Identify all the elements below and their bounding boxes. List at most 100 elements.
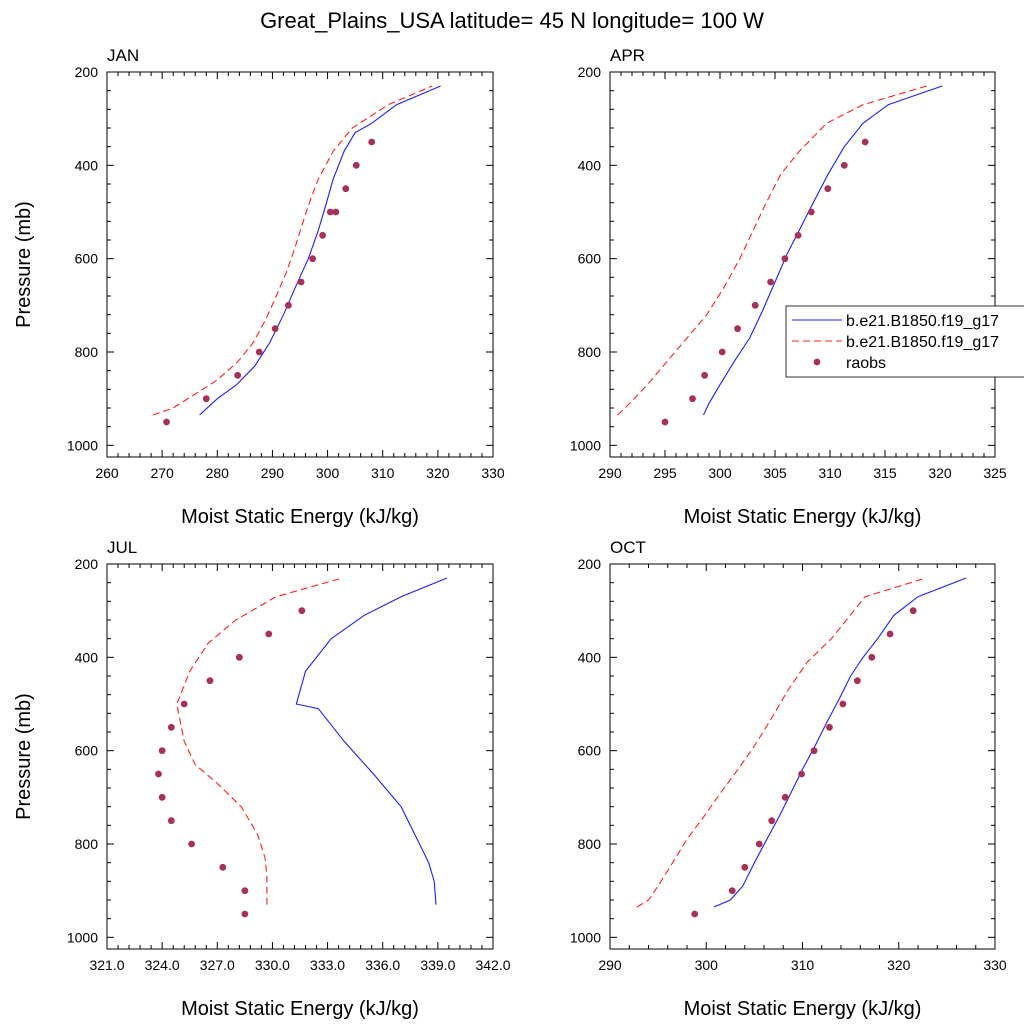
raobs-point xyxy=(824,185,832,193)
raobs-point xyxy=(158,747,166,755)
y-axis-label: Pressure (mb) xyxy=(13,693,35,820)
x-axis-label: Moist Static Energy (kJ/kg) xyxy=(181,506,419,528)
plot-frame xyxy=(106,71,494,458)
x-tick-label: 315 xyxy=(873,465,897,481)
raobs-point xyxy=(868,653,876,661)
y-tick-label: 200 xyxy=(75,556,99,572)
legend-label-dashed: b.e21.B1850.f19_g17 xyxy=(846,334,999,351)
raobs-point xyxy=(167,723,175,731)
x-tick-label: 342.0 xyxy=(475,957,510,973)
raobs-point xyxy=(689,395,696,403)
raobs-point xyxy=(241,887,249,895)
raobs-point xyxy=(309,255,317,263)
x-tick-label: 260 xyxy=(95,465,119,481)
raobs-point xyxy=(297,278,305,286)
y-tick-label: 1000 xyxy=(67,929,98,945)
panel-title: OCT xyxy=(610,538,646,557)
panel-title: APR xyxy=(610,46,645,65)
series-group xyxy=(152,85,441,426)
raobs-point xyxy=(219,863,227,871)
x-tick-label: 330 xyxy=(983,957,1007,973)
series-line-solid xyxy=(295,577,448,905)
legend-raobs-marker xyxy=(813,358,821,366)
raobs-point xyxy=(768,817,776,825)
plot-frame xyxy=(609,563,996,950)
raobs-point xyxy=(810,747,818,755)
x-axis-label: Moist Static Energy (kJ/kg) xyxy=(684,506,922,528)
y-tick-label: 1000 xyxy=(570,437,601,453)
panel-jan: JAN 260 270 280 290 300 310 320 330 200 400 600 800 1… xyxy=(13,46,505,528)
raobs-point xyxy=(235,653,243,661)
x-tick-label: 321.0 xyxy=(89,957,124,973)
y-tick-label: 400 xyxy=(75,649,99,665)
raobs-point xyxy=(853,677,861,685)
x-tick-label: 320 xyxy=(928,465,952,481)
raobs-point xyxy=(734,325,741,333)
raobs-point xyxy=(741,863,749,871)
raobs-point xyxy=(751,301,759,309)
raobs-point xyxy=(840,161,848,169)
raobs-point xyxy=(352,161,360,169)
x-tick-label: 300 xyxy=(316,465,340,481)
series-group xyxy=(155,577,448,918)
raobs-point xyxy=(167,817,175,825)
x-axis-label: Moist Static Energy (kJ/kg) xyxy=(684,998,922,1020)
plot-frame xyxy=(609,71,996,458)
x-tick-label: 270 xyxy=(150,465,174,481)
x-tick-label: 320 xyxy=(887,957,911,973)
raobs-point xyxy=(909,607,917,615)
y-tick-label: 200 xyxy=(578,556,602,572)
y-tick-label: 600 xyxy=(75,251,99,267)
raobs-point xyxy=(794,231,802,239)
x-tick-label: 290 xyxy=(598,957,622,973)
legend-label-raobs: raobs xyxy=(846,355,886,372)
raobs-point xyxy=(781,255,789,263)
raobs-point xyxy=(755,840,763,848)
y-tick-label: 400 xyxy=(578,157,602,173)
raobs-point xyxy=(163,418,170,426)
series-line-solid xyxy=(713,577,967,908)
x-tick-label: 325 xyxy=(983,465,1007,481)
panel-oct: OCT 290 300 310 320 330 200 400 600 800 1000 Moist … xyxy=(570,538,1007,1020)
raobs-point xyxy=(798,770,805,778)
series-group xyxy=(617,85,943,426)
y-tick-label: 600 xyxy=(75,743,99,759)
panel-title: JUL xyxy=(107,538,137,557)
y-tick-label: 1000 xyxy=(570,929,601,945)
x-tick-label: 305 xyxy=(763,465,787,481)
panels: JAN 260 270 280 290 300 310 320 330 200 400 600 800 1… xyxy=(13,46,1007,1020)
panel-apr: APR 290 295 300 305 310 315 320 325 200 400 600 800 1… xyxy=(570,46,1007,528)
series-group xyxy=(636,577,967,918)
series-line-solid xyxy=(199,85,441,416)
raobs-point xyxy=(206,677,214,685)
legend-label-solid: b.e21.B1850.f19_g17 xyxy=(846,313,999,330)
x-tick-label: 339.0 xyxy=(420,957,455,973)
raobs-point xyxy=(701,371,708,379)
x-tick-label: 300 xyxy=(708,465,732,481)
raobs-point xyxy=(886,630,894,638)
raobs-point xyxy=(781,793,789,801)
raobs-point xyxy=(368,138,376,146)
raobs-point xyxy=(807,208,815,216)
x-tick-label: 300 xyxy=(695,957,719,973)
y-tick-label: 400 xyxy=(578,649,602,665)
x-tick-label: 295 xyxy=(653,465,677,481)
x-tick-label: 280 xyxy=(206,465,230,481)
raobs-point xyxy=(255,348,263,356)
x-tick-label: 327.0 xyxy=(200,957,235,973)
raobs-point xyxy=(285,301,292,309)
y-tick-label: 800 xyxy=(75,836,99,852)
y-tick-label: 200 xyxy=(75,64,99,80)
x-tick-label: 333.0 xyxy=(310,957,345,973)
raobs-point xyxy=(241,910,249,918)
x-tick-label: 290 xyxy=(598,465,622,481)
x-tick-label: 310 xyxy=(791,957,815,973)
raobs-point xyxy=(728,887,736,895)
y-tick-label: 600 xyxy=(578,251,602,267)
raobs-point xyxy=(861,138,869,146)
x-tick-label: 324.0 xyxy=(145,957,180,973)
raobs-point xyxy=(202,395,210,403)
panel-jul: JUL 321.0 324.0 327.0 330.0 333.0 336.0 339.0 34… xyxy=(13,538,511,1020)
x-tick-label: 290 xyxy=(261,465,285,481)
raobs-point xyxy=(298,607,306,615)
